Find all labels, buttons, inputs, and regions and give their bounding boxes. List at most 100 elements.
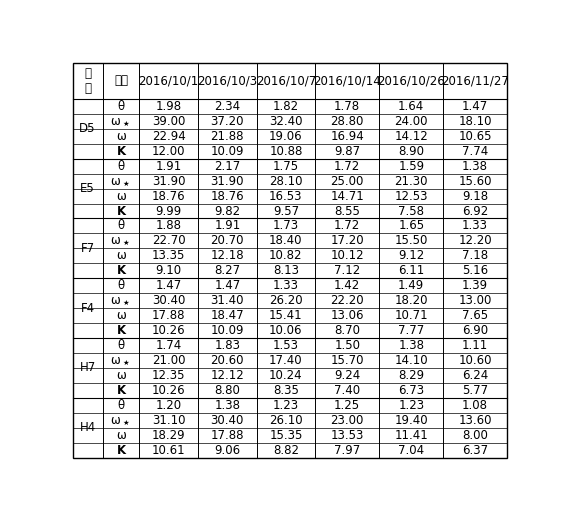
Text: 31.10: 31.10	[152, 414, 186, 427]
Text: 18.29: 18.29	[152, 428, 186, 442]
Text: 30.40: 30.40	[152, 294, 186, 307]
Text: K: K	[116, 204, 126, 217]
Text: 1.75: 1.75	[273, 160, 299, 173]
Text: ★: ★	[122, 121, 129, 127]
Text: K: K	[116, 384, 126, 397]
Text: 1.82: 1.82	[273, 100, 299, 113]
Text: D5: D5	[80, 123, 96, 135]
Text: 18.76: 18.76	[210, 190, 244, 202]
Text: 1.91: 1.91	[214, 219, 240, 232]
Text: 10.71: 10.71	[394, 309, 428, 322]
Text: 7.18: 7.18	[462, 249, 488, 262]
Text: 25.00: 25.00	[331, 175, 364, 187]
Text: 9.10: 9.10	[156, 264, 182, 277]
Text: 8.55: 8.55	[334, 204, 360, 217]
Text: ω: ω	[116, 369, 126, 382]
Text: 1.78: 1.78	[334, 100, 360, 113]
Text: 1.91: 1.91	[156, 160, 182, 173]
Text: ω: ω	[116, 428, 126, 442]
Text: 12.35: 12.35	[152, 369, 186, 382]
Text: H7: H7	[80, 362, 96, 374]
Text: K: K	[116, 145, 126, 158]
Text: 1.83: 1.83	[214, 339, 240, 352]
Text: 13.06: 13.06	[331, 309, 364, 322]
Text: 16.53: 16.53	[269, 190, 303, 202]
Text: 37.20: 37.20	[210, 115, 244, 128]
Text: 12.00: 12.00	[152, 145, 186, 158]
Text: 9.24: 9.24	[334, 369, 360, 382]
Text: 10.24: 10.24	[269, 369, 303, 382]
Text: 10.60: 10.60	[458, 354, 492, 367]
Text: 2016/10/3: 2016/10/3	[197, 74, 257, 87]
Text: 1.20: 1.20	[156, 399, 182, 412]
Text: 1.25: 1.25	[334, 399, 360, 412]
Text: 26.20: 26.20	[269, 294, 303, 307]
Text: 1.98: 1.98	[156, 100, 182, 113]
Text: 1.39: 1.39	[462, 279, 488, 292]
Text: K: K	[116, 324, 126, 337]
Text: 17.20: 17.20	[331, 234, 364, 247]
Text: 10.82: 10.82	[269, 249, 303, 262]
Text: 17.88: 17.88	[152, 309, 186, 322]
Text: H4: H4	[80, 421, 96, 434]
Text: 1.65: 1.65	[398, 219, 424, 232]
Text: θ: θ	[117, 399, 125, 412]
Text: 14.12: 14.12	[394, 130, 428, 143]
Text: 6.92: 6.92	[462, 204, 488, 217]
Text: 39.00: 39.00	[152, 115, 186, 128]
Text: 21.30: 21.30	[394, 175, 428, 187]
Text: 24.00: 24.00	[394, 115, 428, 128]
Text: 2016/10/14: 2016/10/14	[314, 74, 381, 87]
Text: 13.53: 13.53	[331, 428, 364, 442]
Text: 15.50: 15.50	[395, 234, 428, 247]
Text: E5: E5	[80, 182, 95, 195]
Text: 1.47: 1.47	[462, 100, 488, 113]
Text: 7.58: 7.58	[398, 204, 424, 217]
Text: 15.35: 15.35	[269, 428, 303, 442]
Text: 13.00: 13.00	[459, 294, 492, 307]
Text: 1.38: 1.38	[398, 339, 424, 352]
Text: 9.18: 9.18	[462, 190, 488, 202]
Text: 8.29: 8.29	[398, 369, 424, 382]
Text: 19.40: 19.40	[394, 414, 428, 427]
Text: 31.40: 31.40	[210, 294, 244, 307]
Text: 1.49: 1.49	[398, 279, 424, 292]
Text: 1.53: 1.53	[273, 339, 299, 352]
Text: 10.88: 10.88	[269, 145, 303, 158]
Text: 6.24: 6.24	[462, 369, 488, 382]
Text: 9.87: 9.87	[334, 145, 360, 158]
Text: 8.00: 8.00	[462, 428, 488, 442]
Text: 10.61: 10.61	[152, 443, 186, 457]
Text: 10.12: 10.12	[331, 249, 364, 262]
Text: ★: ★	[122, 300, 129, 306]
Text: 10.09: 10.09	[210, 324, 244, 337]
Text: 22.94: 22.94	[152, 130, 186, 143]
Text: 12.20: 12.20	[458, 234, 492, 247]
Text: 6.37: 6.37	[462, 443, 488, 457]
Text: 31.90: 31.90	[152, 175, 186, 187]
Text: 22.20: 22.20	[331, 294, 364, 307]
Text: 10.26: 10.26	[152, 384, 186, 397]
Text: 1.33: 1.33	[462, 219, 488, 232]
Text: K: K	[116, 264, 126, 277]
Text: 计算: 计算	[114, 74, 128, 87]
Text: 7.77: 7.77	[398, 324, 424, 337]
Text: 8.90: 8.90	[398, 145, 424, 158]
Text: 1.59: 1.59	[398, 160, 424, 173]
Text: 1.42: 1.42	[334, 279, 360, 292]
Text: θ: θ	[117, 339, 125, 352]
Text: 10.26: 10.26	[152, 324, 186, 337]
Text: 19.06: 19.06	[269, 130, 303, 143]
Text: 17.40: 17.40	[269, 354, 303, 367]
Text: K: K	[116, 443, 126, 457]
Text: 8.35: 8.35	[273, 384, 299, 397]
Text: 7.40: 7.40	[334, 384, 360, 397]
Text: 17.88: 17.88	[210, 428, 244, 442]
Text: 18.47: 18.47	[210, 309, 244, 322]
Text: 18.10: 18.10	[458, 115, 492, 128]
Text: 13.35: 13.35	[152, 249, 186, 262]
Text: 1.74: 1.74	[156, 339, 182, 352]
Text: 10.06: 10.06	[269, 324, 303, 337]
Text: 21.88: 21.88	[210, 130, 244, 143]
Text: 1.50: 1.50	[334, 339, 360, 352]
